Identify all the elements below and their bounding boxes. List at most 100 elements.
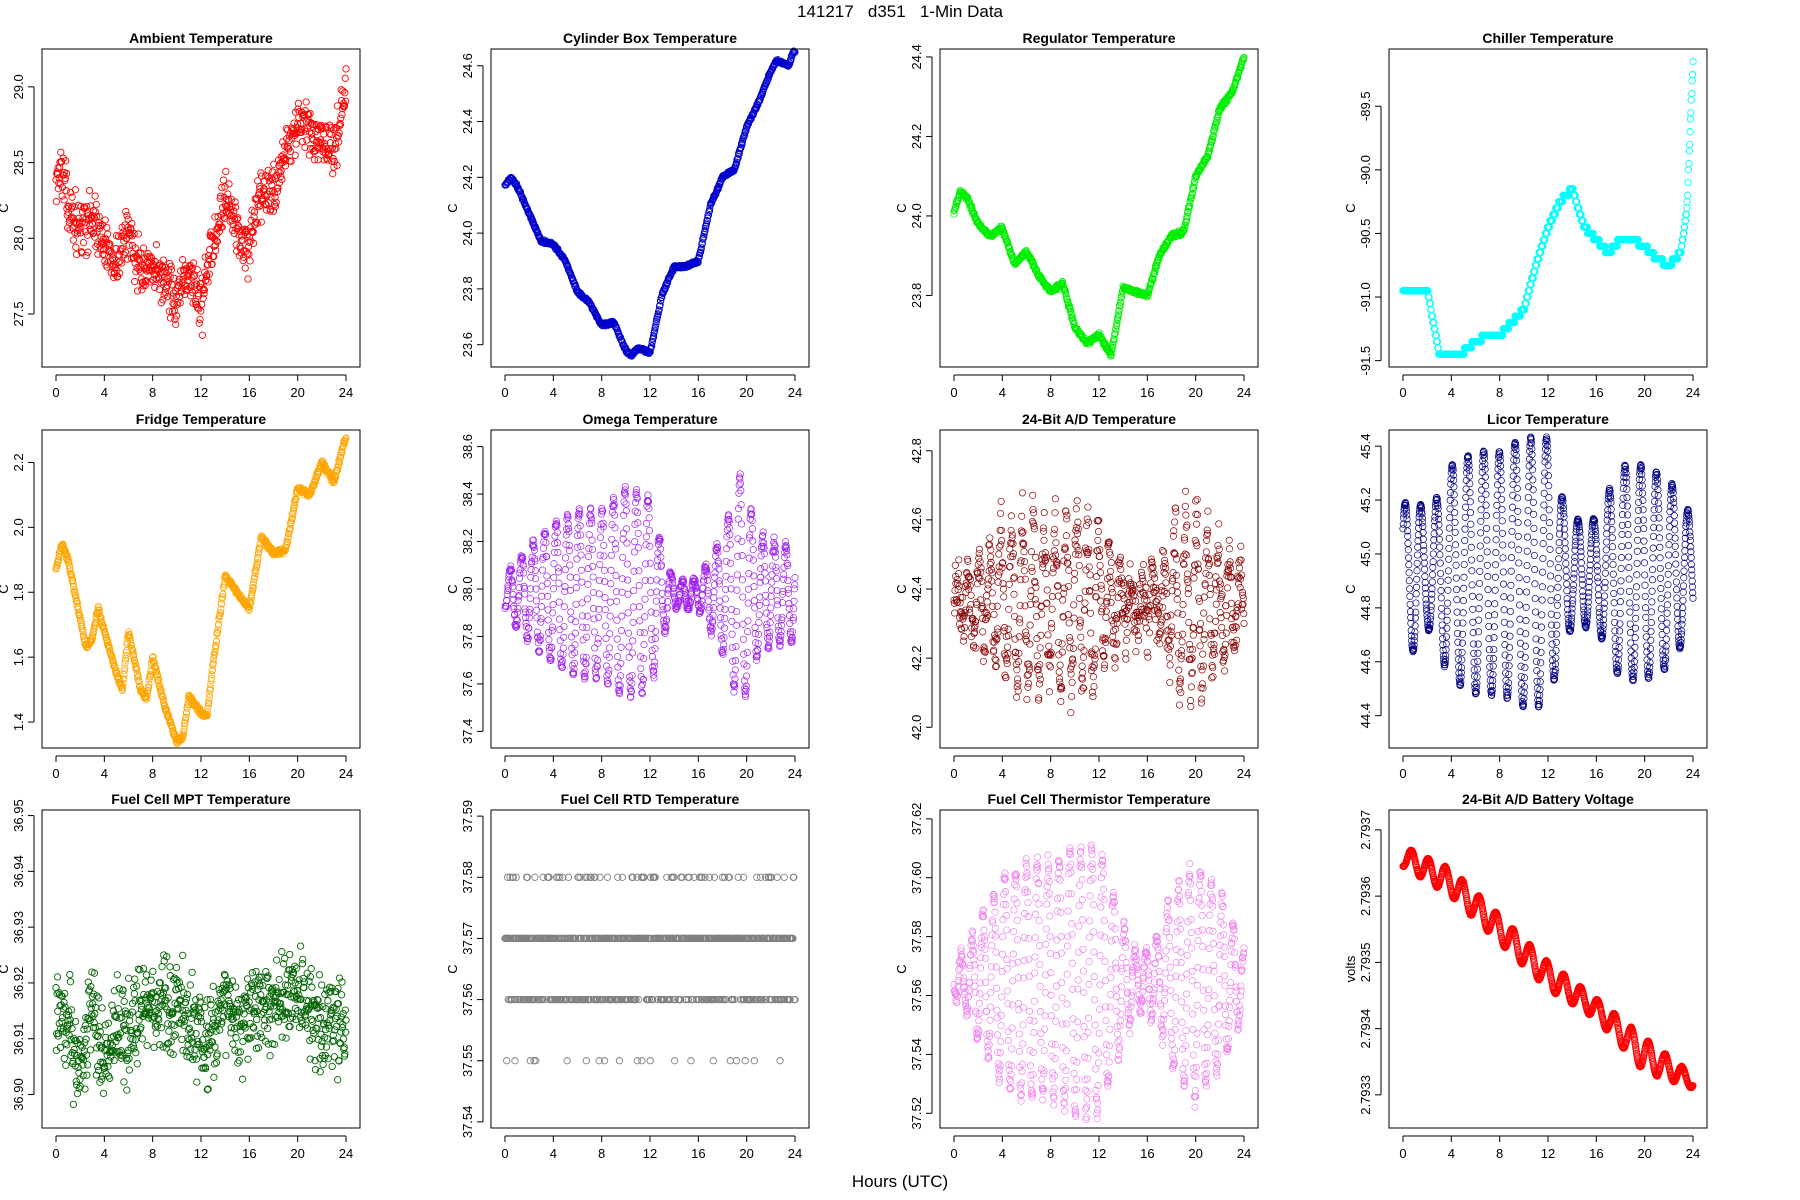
data-point	[640, 629, 648, 637]
data-point	[165, 307, 173, 315]
data-point	[199, 285, 208, 293]
data-point	[617, 627, 626, 635]
data-point	[629, 618, 637, 626]
data-point	[183, 285, 192, 293]
data-point	[608, 535, 616, 543]
y-tick-label: 24.4	[909, 44, 924, 69]
data-point	[1687, 108, 1695, 117]
data-point	[590, 615, 598, 623]
data-point	[69, 236, 77, 244]
y-tick-label: 1.8	[11, 583, 26, 601]
data-point	[68, 193, 76, 201]
data-point	[151, 258, 159, 266]
data-point	[617, 643, 625, 651]
data-point	[322, 123, 330, 132]
data-point	[234, 214, 242, 222]
data-point	[571, 629, 579, 637]
data-point	[537, 603, 546, 611]
data-point	[544, 592, 552, 600]
data-point	[61, 174, 69, 182]
data-point	[623, 560, 631, 568]
y-tick-label: 1.4	[11, 713, 26, 731]
data-point	[249, 228, 257, 236]
data-point	[213, 237, 221, 246]
data-points-fridge	[52, 434, 350, 748]
data-point	[162, 284, 171, 292]
data-point	[589, 573, 597, 581]
data-point	[619, 535, 627, 543]
data-point	[341, 74, 349, 82]
data-point	[637, 664, 645, 673]
data-point	[191, 271, 199, 279]
data-point	[155, 261, 163, 270]
data-point	[122, 207, 130, 216]
y-axis-label-chiller: C	[1343, 203, 1358, 212]
data-point	[726, 559, 735, 567]
data-point	[542, 539, 550, 547]
data-point	[59, 154, 67, 162]
data-point	[335, 129, 343, 137]
x-tick-label: 0	[950, 385, 957, 400]
data-point	[291, 151, 299, 159]
data-point	[531, 567, 539, 575]
data-point	[710, 594, 718, 602]
data-point	[139, 244, 148, 252]
data-point	[124, 215, 132, 223]
data-point	[308, 130, 316, 138]
x-tick-label: 20	[1637, 385, 1651, 400]
data-point	[538, 592, 546, 600]
y-tick-label: -90.0	[1358, 155, 1373, 185]
data-point	[602, 622, 610, 630]
panel-title-regulator: Regulator Temperature	[1023, 30, 1176, 46]
data-point	[1685, 147, 1693, 155]
y-tick-label: 24.0	[460, 220, 475, 245]
x-tick-label: 8	[1496, 385, 1503, 400]
data-point	[76, 220, 84, 228]
data-point	[103, 230, 112, 238]
data-point	[577, 551, 585, 559]
data-point	[1678, 242, 1686, 250]
data-point	[589, 588, 597, 597]
data-point	[317, 123, 326, 132]
x-tick-label: 12	[194, 766, 208, 781]
y-tick-label: 27.5	[11, 301, 26, 326]
data-point	[222, 167, 230, 176]
data-point	[52, 197, 61, 206]
y-tick-label: 24.2	[909, 124, 924, 149]
data-point	[169, 299, 177, 308]
data-point	[1681, 217, 1690, 225]
data-point	[332, 144, 340, 153]
data-point	[155, 285, 163, 294]
x-tick-label: 20	[290, 385, 304, 400]
data-point	[159, 256, 167, 264]
data-point	[642, 533, 650, 541]
data-point	[116, 247, 125, 255]
data-point	[86, 221, 94, 230]
x-tick-label: 8	[149, 766, 156, 781]
data-point	[560, 633, 568, 641]
data-point	[164, 293, 172, 301]
data-point	[142, 276, 150, 285]
data-point	[225, 180, 233, 188]
data-point	[601, 594, 609, 602]
data-point	[659, 610, 667, 619]
data-point	[278, 175, 286, 184]
data-point	[206, 246, 214, 254]
y-axis-ambient: 27.528.028.529.0C	[0, 74, 35, 327]
data-point	[241, 264, 249, 272]
data-point	[180, 271, 188, 280]
data-point	[577, 566, 586, 574]
data-point	[1682, 210, 1691, 219]
data-point	[1686, 128, 1694, 136]
data-point	[133, 287, 142, 295]
data-point	[310, 148, 318, 156]
data-point	[1686, 140, 1694, 149]
data-point	[584, 580, 592, 588]
data-point	[143, 258, 151, 266]
data-point	[304, 110, 313, 119]
data-point	[73, 230, 82, 238]
x-tick-label: 4	[1448, 385, 1455, 400]
data-point	[236, 244, 244, 252]
data-point	[559, 644, 567, 652]
